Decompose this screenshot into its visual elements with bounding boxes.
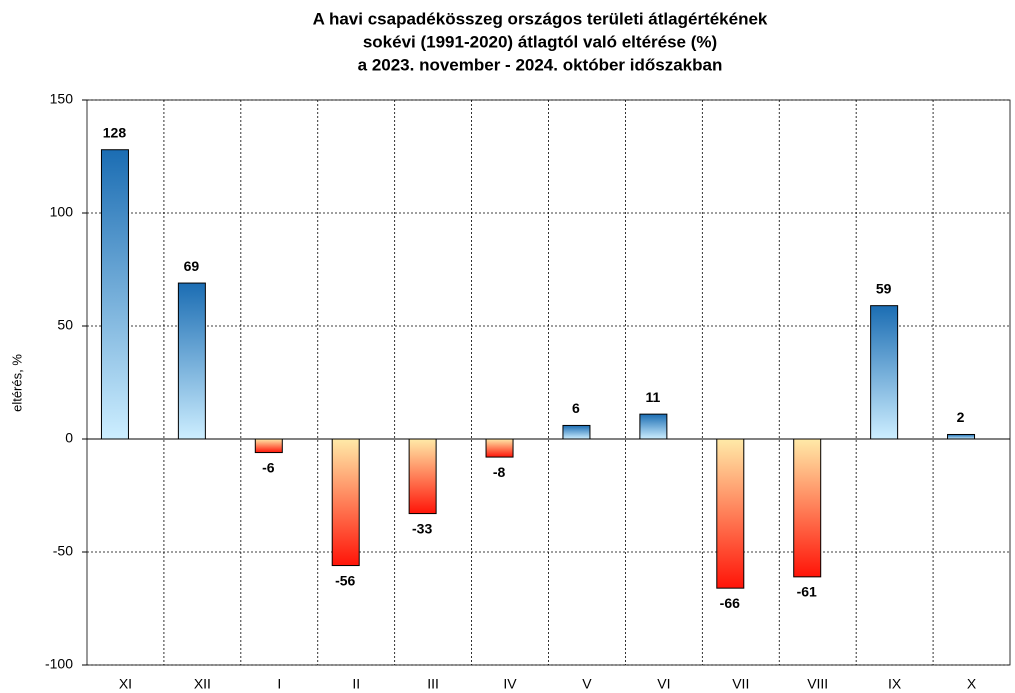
value-label: 59 <box>876 280 892 296</box>
bar <box>716 438 745 589</box>
x-tick-label: XII <box>194 676 211 692</box>
bar <box>177 282 206 440</box>
x-tick-label: VII <box>732 676 749 692</box>
y-tick-label: 50 <box>57 317 73 333</box>
y-tick-label: -50 <box>53 543 73 559</box>
x-tick-label: IX <box>888 676 902 692</box>
x-tick-label: II <box>352 676 360 692</box>
value-label: 11 <box>645 389 660 405</box>
x-tick-label: X <box>967 676 977 692</box>
y-axis-label: eltérés, % <box>9 354 24 412</box>
y-tick-label: 0 <box>65 430 73 446</box>
x-tick-label: III <box>427 676 439 692</box>
chart-title: A havi csapadékösszeg országos területi … <box>313 9 768 28</box>
bar <box>100 149 129 440</box>
x-tick-label: XI <box>119 676 132 692</box>
value-label: -56 <box>335 572 355 588</box>
bar <box>254 438 283 454</box>
bar <box>408 438 437 515</box>
bar <box>793 438 822 578</box>
value-label: -66 <box>720 595 740 611</box>
x-tick-label: VIII <box>807 676 828 692</box>
bar <box>485 438 514 458</box>
bar <box>870 305 899 440</box>
chart-title: sokévi (1991-2020) átlagtól való eltérés… <box>363 32 717 51</box>
chart-title: a 2023. november - 2024. október időszak… <box>358 55 723 74</box>
value-label: 6 <box>572 400 580 416</box>
bar <box>331 438 360 567</box>
x-tick-label: VI <box>657 676 670 692</box>
y-tick-label: 150 <box>50 91 74 107</box>
value-label: -61 <box>797 584 817 600</box>
value-label: -6 <box>262 459 275 475</box>
value-label: 2 <box>957 409 965 425</box>
plot-frame <box>86 99 1011 666</box>
bar <box>562 424 591 440</box>
value-label: -33 <box>412 520 432 536</box>
value-label: -8 <box>493 464 506 480</box>
bar <box>639 413 668 440</box>
bar <box>947 433 976 440</box>
value-label: 69 <box>184 258 200 274</box>
y-tick-label: 100 <box>50 204 74 220</box>
x-tick-label: V <box>582 676 592 692</box>
y-tick-label: -100 <box>45 656 73 672</box>
x-tick-label: IV <box>503 676 517 692</box>
value-label: 128 <box>103 124 127 140</box>
x-tick-label: I <box>277 676 281 692</box>
